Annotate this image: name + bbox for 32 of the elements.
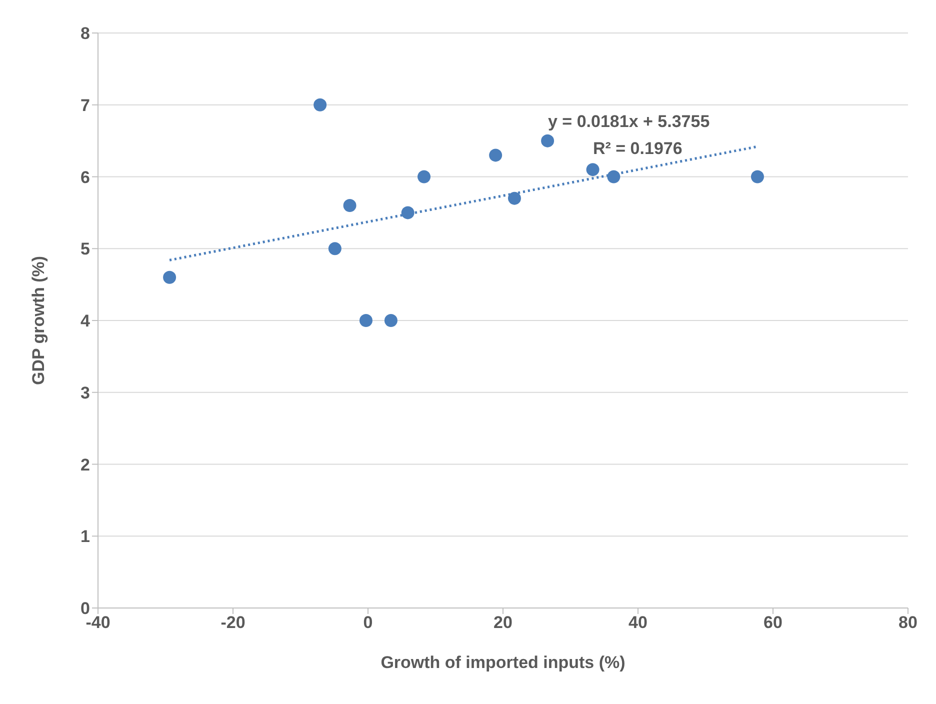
point — [343, 199, 356, 212]
x-tick-label: 40 — [628, 613, 648, 632]
point — [163, 270, 176, 284]
y-tick-label: 8 — [80, 24, 90, 44]
y-tick-label: 7 — [80, 96, 90, 115]
y-tick-label: 6 — [80, 168, 90, 187]
x-tick-label: 20 — [494, 613, 512, 632]
point — [384, 314, 398, 327]
x-tick-label: 0 — [363, 613, 373, 632]
point — [508, 192, 521, 205]
point — [541, 134, 554, 148]
x-axis-title: Growth of imported inputs (%) — [380, 653, 626, 672]
y-tick-label: 5 — [80, 240, 90, 259]
x-tick-label: -20 — [220, 613, 246, 632]
point — [314, 98, 327, 112]
point — [489, 148, 502, 162]
annotation: y = 0.0181x + 5.3755 — [548, 112, 710, 132]
point — [401, 206, 414, 220]
y-tick-label: 1 — [80, 527, 90, 546]
point — [750, 170, 764, 184]
point — [328, 242, 342, 256]
point — [418, 170, 431, 184]
point — [359, 314, 372, 327]
x-tick-label: 80 — [898, 613, 918, 632]
y-axis-title: GDP growth (%) — [29, 256, 48, 386]
y-tick-label: 4 — [80, 312, 91, 331]
point — [586, 163, 600, 176]
annotation: R² = 0.1976 — [593, 139, 682, 159]
y-tick-label: 3 — [80, 383, 90, 402]
point — [607, 170, 620, 184]
x-tick-label: 60 — [764, 613, 782, 632]
y-tick-label: 2 — [80, 455, 90, 474]
